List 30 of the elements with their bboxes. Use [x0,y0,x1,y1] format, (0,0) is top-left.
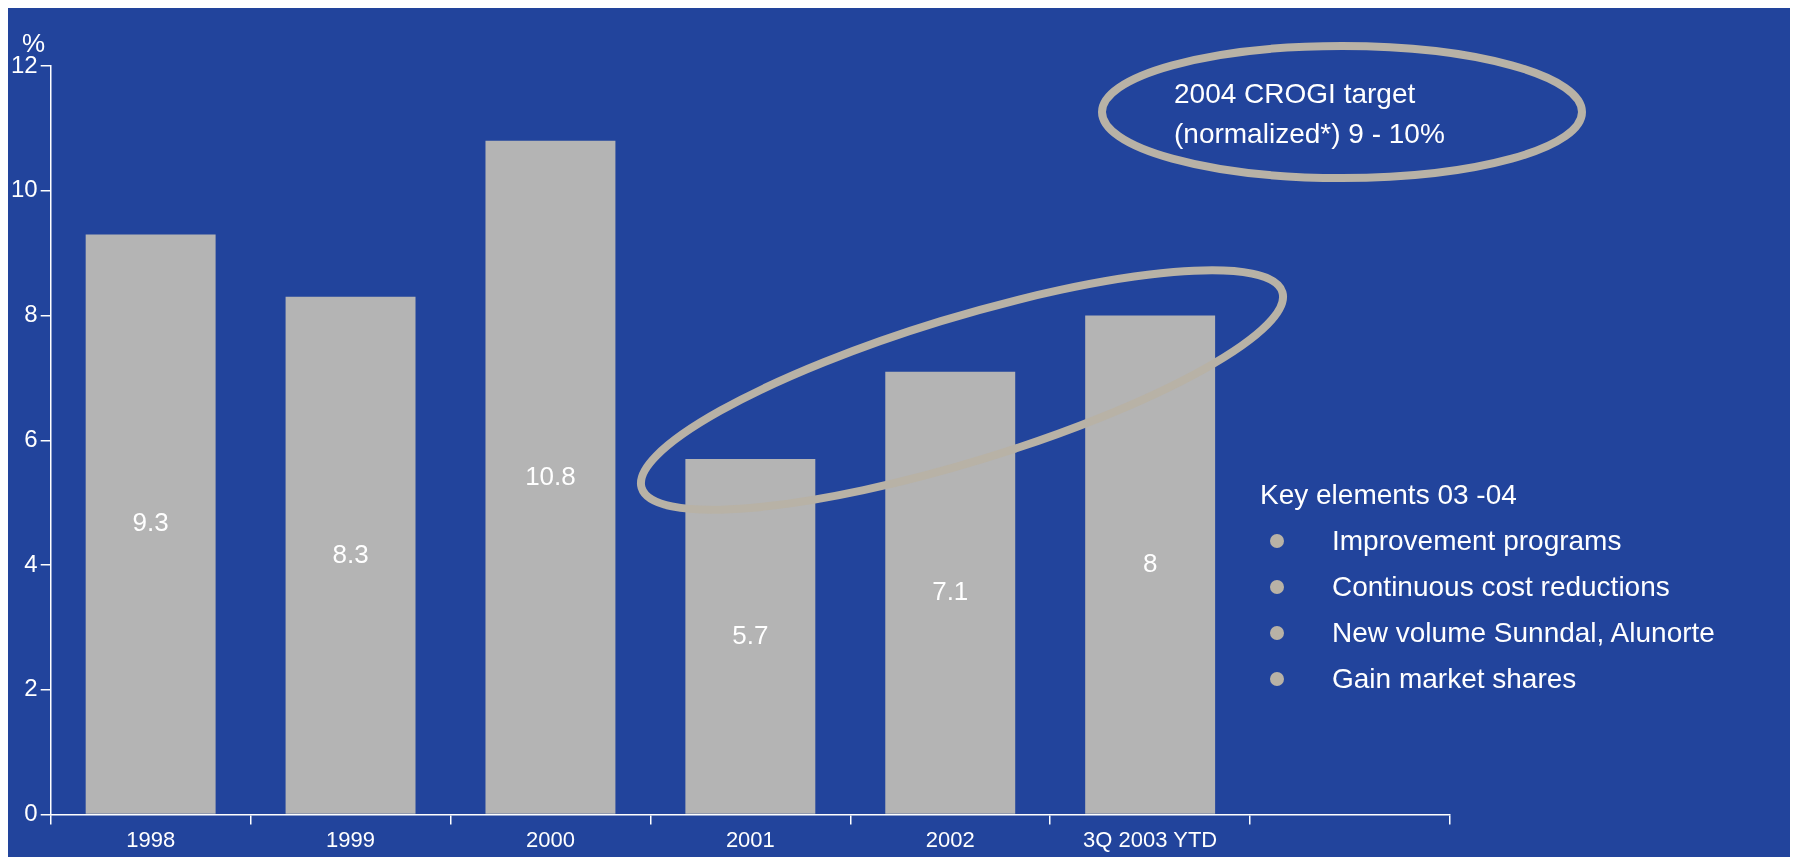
annotation: Key elements 03 -04 [1260,479,1517,510]
y-tick-label: 8 [24,300,38,328]
data-label: 8 [1142,547,1158,578]
bar [85,234,216,814]
x-tick-label: 2002 [925,826,975,852]
data-label: 5.7 [732,619,769,650]
x-tick-label: 1998 [126,826,176,852]
bar [685,459,816,814]
y-tick-label: 2 [24,674,38,702]
y-tick-label: 6 [24,424,38,452]
x-tick-label: 2000 [525,826,575,852]
annotation: 2004 CROGI target (normalized*) 9 - 10% [1174,77,1446,151]
x-tick-label: 1999 [326,826,376,852]
data-label: 9.3 [132,507,169,538]
bar [485,140,616,814]
data-label: 10.8 [525,460,576,491]
bar [285,296,416,814]
bar [1085,315,1216,814]
y-tick-label: 0 [24,799,38,827]
annotation: New volume Sunndal, Alunorte [1332,617,1715,648]
x-tick-label: 2001 [725,826,775,852]
annotation: Gain market shares [1332,663,1577,694]
y-tick-label: 4 [24,549,38,577]
data-label: 8.3 [332,538,369,569]
y-tick-label: 10 [10,175,38,203]
x-tick-label: 3Q 2003 YTD [1083,826,1218,852]
annotation: Improvement programs [1332,525,1622,556]
bar [885,371,1016,814]
data-label: 7.1 [932,575,969,606]
annotation: Continuous cost reductions [1332,571,1670,602]
